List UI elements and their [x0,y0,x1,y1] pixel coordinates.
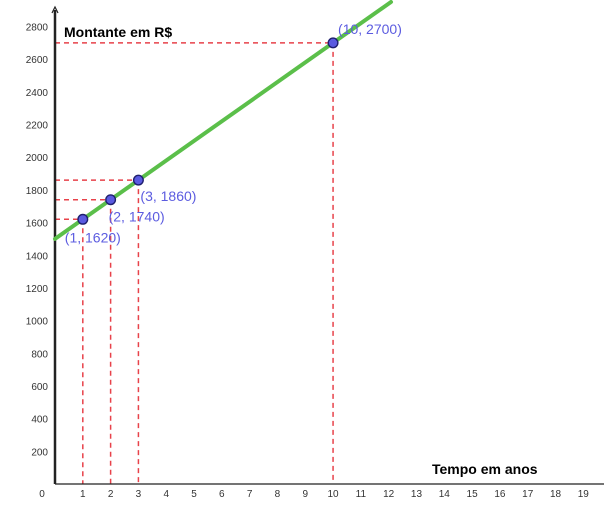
y-tick-label: 2000 [26,153,49,164]
x-tick-label: 14 [439,489,451,500]
x-tick-label: 4 [163,489,169,500]
x-tick-label: 16 [494,489,506,500]
guide-lines [55,42,334,484]
x-tick-label: 18 [550,489,562,500]
axes [51,5,604,485]
x-axis-title: Tempo em anos [432,461,538,477]
x-tick-label: 12 [383,489,395,500]
y-tick-label: 2200 [26,121,49,132]
y-tick-label: 2600 [26,55,49,66]
x-tick-label: 11 [356,489,367,500]
y-axis-arrow [51,5,59,14]
data-point [132,174,144,186]
point-label: (2, 1740) [109,209,165,225]
x-tick-label: 17 [522,489,534,500]
y-tick-label: 1000 [26,317,49,328]
x-tick-label: 7 [247,489,253,500]
x-tick-label: 6 [219,489,225,500]
x-tick-label: 5 [191,489,197,500]
x-tick-label: 8 [275,489,281,500]
y-tick-label: 1200 [26,284,49,295]
x-tick-label: 10 [327,489,339,500]
data-points [77,37,339,225]
y-axis-title: Montante em R$ [64,24,172,40]
y-tick-label: 2800 [26,23,49,34]
x-tick-label: 19 [578,489,590,500]
x-tick-labels: 0 1 2 3 4 5 6 7 8 9 10 11 12 13 14 15 16 17 18 19 [39,489,589,500]
y-tick-labels: 200 400 600 800 1000 1200 1400 1600 1800 2000 2200… [26,23,49,459]
y-tick-label: 200 [31,447,48,458]
point-labels: (1, 1620) (2, 1740) (3, 1860) (10, 2700) [65,21,402,245]
x-tick-label: 3 [136,489,142,500]
point-label: (3, 1860) [140,188,196,204]
x-tick-label: 9 [302,489,308,500]
point-label: (10, 2700) [338,21,402,37]
data-point [327,37,339,49]
x-tick-label: 1 [80,489,86,500]
y-tick-label: 1400 [26,251,49,262]
y-tick-label: 400 [31,415,48,426]
data-point [105,194,117,206]
x-tick-label: 13 [411,489,423,500]
y-tick-label: 1800 [26,186,49,197]
y-tick-label: 1600 [26,219,49,230]
y-tick-label: 800 [31,349,48,360]
point-label: (1, 1620) [65,229,121,245]
y-tick-label: 2400 [26,88,49,99]
y-tick-label: 600 [31,382,48,393]
data-point [77,213,89,225]
x-tick-label: 2 [108,489,114,500]
x-tick-label: 0 [39,489,45,500]
x-tick-label: 15 [467,489,479,500]
